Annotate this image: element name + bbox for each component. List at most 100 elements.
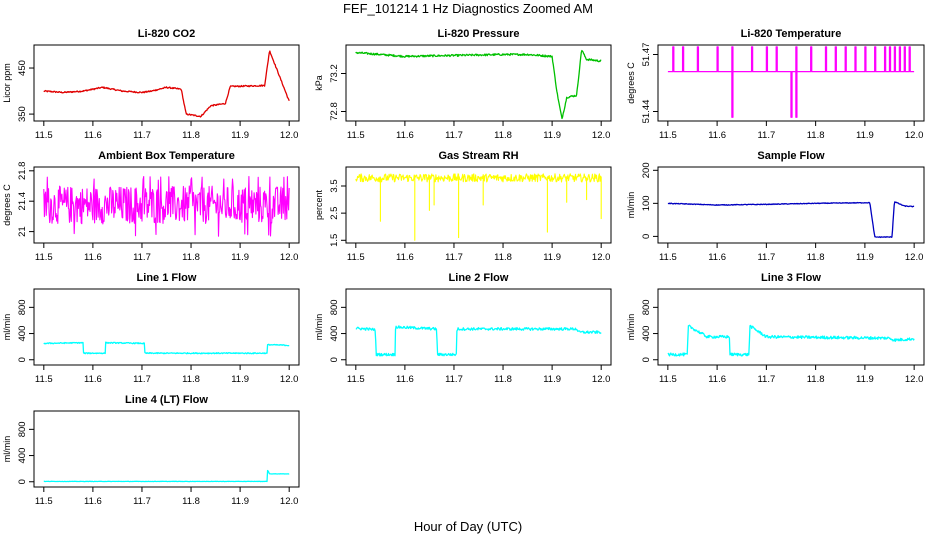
x-tick-label: 11.6 bbox=[708, 130, 726, 141]
x-tick-label: 11.7 bbox=[757, 374, 775, 385]
y-axis-label: kPa bbox=[314, 75, 324, 91]
panel-9: Line 3 Flow 11.5 11.6 11.7 11.8 11.9 12.0 0 400 8… bbox=[626, 272, 925, 385]
series-line bbox=[667, 324, 915, 357]
figure-xlabel: Hour of Day (UTC) bbox=[414, 519, 522, 534]
y-tick-label: 350 bbox=[17, 106, 28, 122]
series-line bbox=[43, 50, 290, 118]
x-tick-label: 11.9 bbox=[856, 130, 874, 141]
x-tick-label: 11.6 bbox=[84, 252, 102, 263]
y-tick-label: 3.5 bbox=[329, 179, 340, 192]
y-axis-label: ml/min bbox=[2, 314, 12, 341]
y-tick-label: 400 bbox=[17, 326, 28, 342]
panel-2: Li-820 Pressure 11.5 11.6 11.7 11.8 11.9 12.0 7… bbox=[314, 28, 612, 141]
panel-title: Line 3 Flow bbox=[761, 272, 821, 284]
series-line bbox=[355, 173, 602, 241]
x-tick-label: 11.6 bbox=[396, 130, 414, 141]
x-tick-label: 11.5 bbox=[347, 374, 365, 385]
panel-title: Gas Stream RH bbox=[438, 150, 518, 162]
x-tick-label: 11.7 bbox=[445, 252, 463, 263]
x-tick-label: 11.5 bbox=[35, 252, 53, 263]
x-tick-label: 11.5 bbox=[659, 130, 677, 141]
y-tick-label: 0 bbox=[17, 357, 28, 362]
x-tick-label: 11.9 bbox=[231, 496, 249, 507]
x-tick-label: 11.9 bbox=[231, 130, 249, 141]
y-tick-label: 0 bbox=[641, 234, 652, 239]
x-tick-label: 11.9 bbox=[231, 252, 249, 263]
y-tick-label: 21 bbox=[17, 226, 28, 237]
series-line bbox=[43, 175, 290, 237]
x-tick-label: 11.5 bbox=[347, 252, 365, 263]
x-tick-label: 11.7 bbox=[757, 130, 775, 141]
panel-title: Sample Flow bbox=[757, 150, 825, 162]
panel-8: Line 2 Flow 11.5 11.6 11.7 11.8 11.9 12.0 0 400 8… bbox=[314, 272, 612, 385]
x-tick-label: 12.0 bbox=[592, 130, 611, 141]
x-tick-label: 12.0 bbox=[280, 374, 299, 385]
series-group bbox=[667, 201, 915, 239]
y-tick-label: 400 bbox=[641, 326, 652, 342]
y-tick-label: 2.5 bbox=[329, 207, 340, 220]
x-tick-label: 11.6 bbox=[396, 374, 414, 385]
y-axis-label: ml/min bbox=[626, 314, 636, 341]
x-tick-label: 11.5 bbox=[35, 496, 53, 507]
x-tick-label: 12.0 bbox=[280, 252, 299, 263]
y-tick-label: 21.4 bbox=[17, 192, 28, 211]
series-line bbox=[355, 325, 602, 357]
y-axis-label: ml/min bbox=[2, 436, 12, 463]
x-tick-label: 11.8 bbox=[807, 130, 825, 141]
y-tick-label: 73.2 bbox=[329, 64, 340, 83]
x-tick-label: 11.6 bbox=[84, 496, 102, 507]
x-tick-label: 11.6 bbox=[708, 252, 726, 263]
x-tick-label: 11.7 bbox=[133, 496, 151, 507]
series-group bbox=[355, 173, 602, 241]
x-tick-label: 11.8 bbox=[807, 252, 825, 263]
x-tick-label: 11.9 bbox=[856, 374, 874, 385]
x-tick-label: 11.8 bbox=[182, 374, 200, 385]
plot-frame bbox=[33, 288, 300, 366]
panel-5: Gas Stream RH 11.5 11.6 11.7 11.8 11.9 12.0 1.5… bbox=[314, 150, 612, 263]
panels: Li-820 CO2 11.5 11.6 11.7 11.8 11.9 12.0 350 450… bbox=[2, 28, 925, 507]
plot-frame bbox=[33, 410, 300, 488]
figure-title: FEF_101214 1 Hz Diagnostics Zoomed AM bbox=[343, 1, 593, 16]
panel-1: Li-820 CO2 11.5 11.6 11.7 11.8 11.9 12.0 350 450… bbox=[2, 28, 300, 141]
y-tick-label: 51.44 bbox=[641, 100, 652, 124]
x-tick-label: 11.6 bbox=[708, 374, 726, 385]
x-tick-label: 11.7 bbox=[133, 130, 151, 141]
series-group bbox=[43, 469, 290, 483]
series-group bbox=[355, 49, 602, 120]
x-tick-label: 11.6 bbox=[84, 130, 102, 141]
series-group bbox=[667, 324, 915, 357]
y-tick-label: 21.8 bbox=[17, 162, 28, 181]
x-tick-label: 11.7 bbox=[757, 252, 775, 263]
x-tick-label: 11.5 bbox=[659, 374, 677, 385]
x-tick-label: 11.9 bbox=[543, 130, 561, 141]
panel-10: Line 4 (LT) Flow 11.5 11.6 11.7 11.8 11.9 12.0… bbox=[2, 394, 300, 507]
x-tick-label: 11.8 bbox=[494, 374, 512, 385]
x-tick-label: 11.5 bbox=[35, 130, 53, 141]
panel-title: Line 1 Flow bbox=[137, 272, 197, 284]
plot-frame bbox=[657, 166, 925, 244]
panel-4: Ambient Box Temperature 11.5 11.6 11.7 11.8 1… bbox=[2, 150, 300, 263]
y-axis-label: degrees C bbox=[2, 184, 12, 226]
panel-title: Li-820 Temperature bbox=[741, 28, 842, 40]
x-tick-label: 11.8 bbox=[182, 496, 200, 507]
plot-frame bbox=[657, 288, 925, 366]
panel-3: Li-820 Temperature 11.5 11.6 11.7 11.8 11.9 12… bbox=[626, 28, 925, 141]
panel-title: Li-820 CO2 bbox=[138, 28, 195, 40]
y-axis-label: degrees C bbox=[626, 62, 636, 104]
y-tick-label: 0 bbox=[17, 479, 28, 484]
series-line bbox=[355, 49, 602, 120]
series-group bbox=[43, 341, 290, 355]
y-tick-label: 800 bbox=[329, 299, 340, 315]
plot-frame bbox=[345, 44, 612, 122]
x-tick-label: 11.7 bbox=[133, 252, 151, 263]
plot-frame bbox=[345, 166, 612, 244]
y-tick-label: 400 bbox=[17, 448, 28, 464]
x-tick-label: 12.0 bbox=[905, 374, 924, 385]
y-tick-label: 450 bbox=[17, 60, 28, 76]
series-group bbox=[355, 325, 602, 357]
plot-frame bbox=[33, 166, 300, 244]
y-tick-label: 800 bbox=[17, 421, 28, 437]
series-line bbox=[667, 201, 915, 239]
y-tick-label: 72.8 bbox=[329, 102, 340, 121]
